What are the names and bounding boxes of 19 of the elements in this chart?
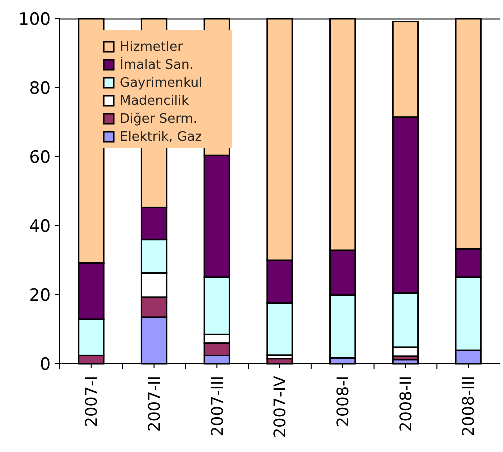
legend-label: Madencilik	[120, 94, 190, 109]
legend-label: Diğer Serm.	[120, 112, 198, 127]
y-tick-label: 80	[29, 78, 51, 99]
y-tick-label: 20	[29, 286, 51, 306]
x-tick-label: 2007-II	[144, 376, 164, 432]
x-tick-label: 2008-I	[333, 376, 352, 428]
legend-label: Gayrimenkul	[120, 76, 203, 91]
x-tick-label: 2008-III	[459, 376, 478, 437]
y-tick-label: 60	[29, 148, 51, 168]
y-tick-label: 100	[18, 10, 51, 30]
x-tick-label: 2007-IV	[270, 376, 290, 438]
legend-label: Hizmetler	[120, 40, 184, 55]
legend-label: İmalat San.	[120, 57, 194, 73]
y-tick-label: 0	[40, 354, 51, 375]
x-tick-label: 2007-III	[208, 376, 227, 437]
y-tick-label: 40	[29, 216, 51, 237]
x-tick-label: 2007-I	[82, 376, 102, 428]
x-tick-label: 2008-II	[396, 376, 416, 432]
legend-label: Elektrik, Gaz	[120, 130, 202, 145]
